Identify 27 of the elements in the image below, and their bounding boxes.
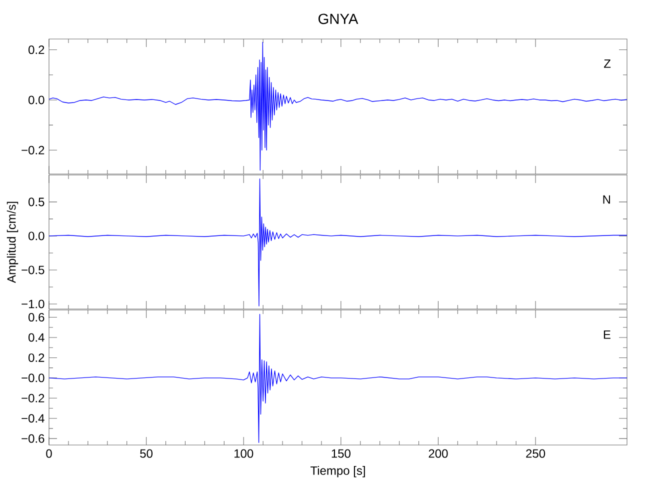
y-tick-label: 0.0 — [28, 96, 44, 104]
y-tick-label: 0.2 — [28, 353, 44, 362]
y-tick-label: −1.0 — [22, 300, 44, 308]
y-tick-label: 0.2 — [28, 46, 44, 54]
y-tick-label: 0.0 — [28, 232, 44, 240]
x-tick-label: 0 — [46, 449, 52, 458]
y-tick-label: −0.2 — [22, 146, 44, 154]
y-axis-title: Amplitud [cm/s] — [6, 202, 18, 283]
x-tick-label: 200 — [428, 449, 448, 458]
annotation: Z — [604, 60, 611, 68]
y-tick-label: 0.5 — [28, 198, 44, 206]
line-series — [49, 314, 628, 443]
y-tick-label: 0.6 — [28, 313, 44, 322]
annotation: N — [603, 195, 610, 204]
y-tick-label: −0.6 — [22, 434, 44, 443]
y-tick-label: −0.2 — [22, 394, 44, 402]
x-axis-title: Tiempo [s] — [310, 466, 365, 478]
annotation: E — [604, 330, 610, 339]
y-tick-label: −0.5 — [22, 266, 44, 274]
x-tick-label: 100 — [234, 449, 254, 458]
x-tick-label: 250 — [526, 449, 546, 458]
y-tick-label: 0.4 — [28, 333, 44, 342]
y-tick-label: −0.0 — [22, 374, 44, 382]
x-tick-label: 150 — [332, 449, 350, 458]
chart-title: GNYA — [318, 14, 358, 24]
x-tick-label: 50 — [140, 449, 153, 458]
y-tick-label: −0.4 — [22, 414, 44, 423]
